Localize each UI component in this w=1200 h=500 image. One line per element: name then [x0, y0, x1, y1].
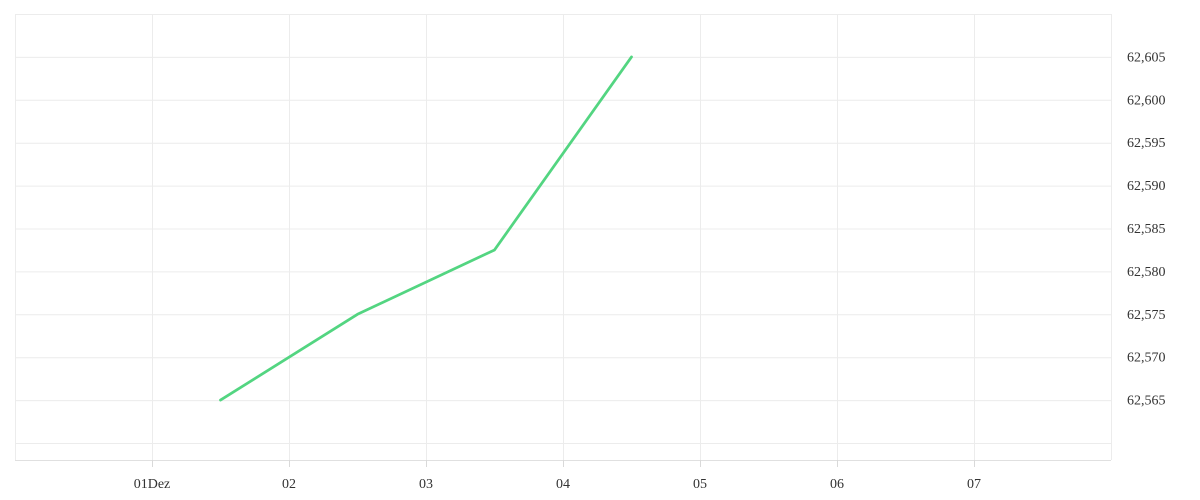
- y-tick-label: 62,595: [1127, 136, 1166, 151]
- x-tick-label: 05: [693, 477, 707, 492]
- price-line-series: [219, 55, 633, 402]
- y-tick-label: 62,580: [1127, 265, 1166, 280]
- y-tick-label: 62,600: [1127, 93, 1166, 108]
- x-tick-label: 03: [419, 477, 433, 492]
- x-tick-label: 02: [282, 477, 296, 492]
- y-tick-label: 62,590: [1127, 179, 1166, 194]
- y-tick-label: 62,570: [1127, 351, 1166, 366]
- y-tick-label: 62,575: [1127, 308, 1166, 323]
- x-axis-labels: 01Dez 02 03 04 05 06 07: [134, 477, 981, 492]
- x-tick-label: 01Dez: [134, 477, 171, 492]
- vertical-gridlines: [15, 14, 1112, 460]
- x-tick-label: 04: [556, 477, 570, 492]
- x-axis-ticks: [152, 460, 975, 467]
- y-tick-label: 62,605: [1127, 50, 1166, 65]
- x-tick-label: 07: [967, 477, 981, 492]
- y-axis-labels: 62,565 62,570 62,575 62,580 62,585 62,590 62,5…: [1127, 50, 1166, 408]
- x-tick-label: 06: [830, 477, 844, 492]
- horizontal-gridlines: [15, 14, 1111, 444]
- y-tick-label: 62,565: [1127, 394, 1166, 409]
- y-tick-label: 62,585: [1127, 222, 1166, 237]
